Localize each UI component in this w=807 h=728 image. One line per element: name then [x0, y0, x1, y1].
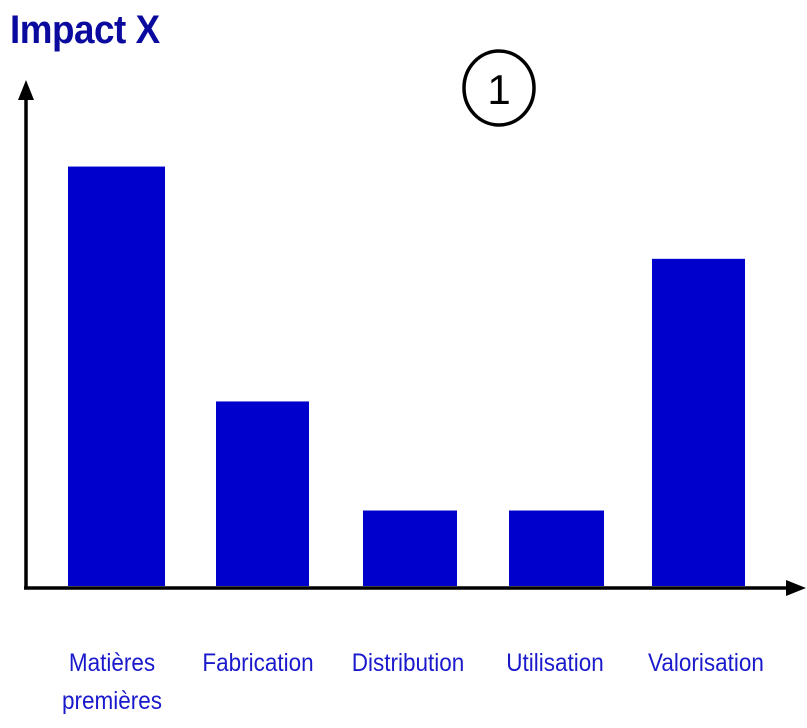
bar	[68, 166, 165, 587]
x-axis-arrowhead	[786, 580, 806, 596]
category-label: Fabrication	[202, 649, 314, 677]
bars-group	[68, 166, 745, 587]
category-label: Utilisation	[506, 649, 604, 677]
category-label: Distribution	[351, 649, 465, 677]
bar	[509, 510, 604, 586]
bar	[363, 510, 457, 586]
axes-group	[18, 80, 806, 596]
bar	[216, 401, 309, 586]
badge-circle	[462, 49, 536, 127]
y-axis-title: Impact X	[10, 8, 160, 52]
category-label: Matières premières	[61, 649, 163, 715]
bar	[652, 258, 745, 586]
y-axis-arrowhead	[18, 80, 34, 100]
chart-number-badge: 1	[462, 49, 536, 127]
badge-number: 1	[487, 66, 510, 113]
category-label: Valorisation	[648, 649, 764, 677]
